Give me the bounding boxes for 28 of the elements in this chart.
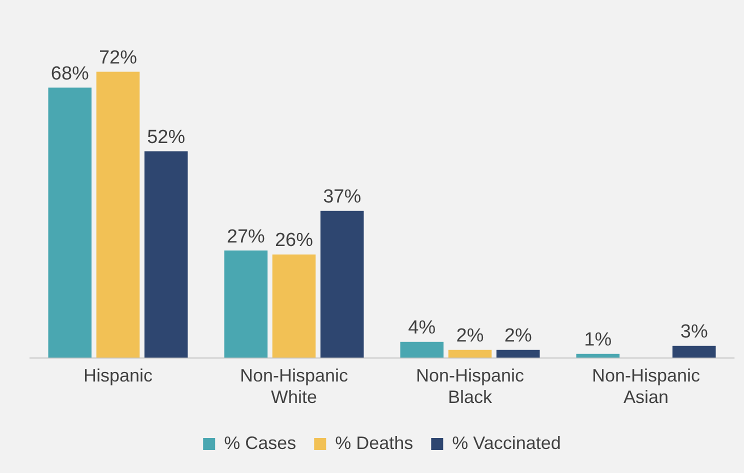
bar: [48, 88, 92, 358]
data-label: 4%: [408, 318, 436, 339]
bar: [224, 250, 268, 358]
data-label: 1%: [584, 330, 612, 351]
data-label: 52%: [147, 126, 186, 148]
bar: [496, 350, 540, 358]
bar: [272, 254, 316, 358]
x-tick-label: Non-Hispanic White: [240, 366, 348, 408]
x-tick-label: Non-Hispanic Black: [416, 366, 524, 408]
data-label: 68%: [50, 63, 90, 84]
data-label: 2%: [456, 326, 484, 347]
data-label: 3%: [680, 322, 708, 343]
data-label: 37%: [323, 186, 362, 208]
bar: [320, 210, 364, 358]
data-label: 2%: [504, 326, 532, 347]
bar: [448, 350, 492, 358]
bar: [672, 346, 716, 358]
data-label: 27%: [226, 226, 266, 248]
data-label: 26%: [274, 230, 314, 252]
bar: [400, 342, 444, 358]
bar: [144, 151, 188, 358]
x-tick-label: Non-Hispanic Asian: [592, 366, 700, 408]
legend-label: % Deaths: [335, 432, 414, 453]
legend-label: % Vaccinated: [452, 432, 561, 453]
bar: [96, 72, 140, 358]
data-label: 72%: [98, 48, 138, 69]
legend-label: % Cases: [224, 432, 296, 453]
x-tick-label: Hispanic: [83, 366, 153, 386]
